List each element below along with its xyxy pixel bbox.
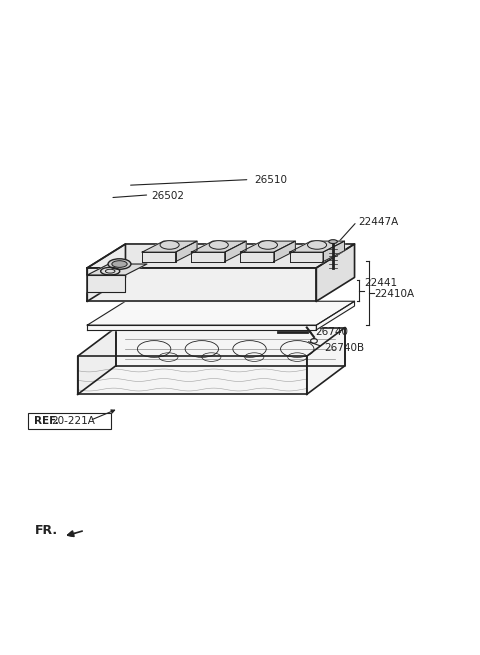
Polygon shape [78, 328, 116, 394]
Text: 20-221A: 20-221A [51, 416, 96, 426]
Polygon shape [87, 301, 355, 325]
Polygon shape [316, 244, 355, 301]
Ellipse shape [258, 240, 277, 250]
Polygon shape [87, 244, 125, 301]
Polygon shape [142, 252, 176, 261]
Text: 26740B: 26740B [324, 343, 364, 352]
Polygon shape [307, 328, 345, 394]
Polygon shape [192, 252, 225, 261]
Polygon shape [323, 241, 345, 261]
Ellipse shape [108, 259, 131, 269]
Text: 22441: 22441 [364, 278, 397, 288]
Polygon shape [87, 268, 316, 301]
Text: 26510: 26510 [254, 175, 288, 185]
Polygon shape [274, 241, 295, 261]
Polygon shape [316, 301, 355, 330]
Polygon shape [87, 264, 147, 275]
Text: 22410A: 22410A [374, 289, 415, 299]
Polygon shape [87, 244, 355, 268]
Polygon shape [240, 252, 274, 261]
Ellipse shape [329, 240, 337, 244]
Polygon shape [176, 241, 197, 261]
Ellipse shape [308, 240, 326, 250]
Polygon shape [87, 325, 316, 330]
Ellipse shape [209, 240, 228, 250]
Text: 26502: 26502 [152, 191, 185, 201]
Text: 22447A: 22447A [359, 217, 398, 227]
Polygon shape [87, 275, 125, 291]
Text: REF.: REF. [34, 416, 59, 426]
Polygon shape [289, 241, 345, 252]
Text: 26740: 26740 [315, 328, 348, 337]
Polygon shape [240, 241, 295, 252]
Polygon shape [142, 241, 197, 252]
Polygon shape [78, 356, 307, 394]
Polygon shape [225, 241, 246, 261]
Polygon shape [192, 241, 246, 252]
Text: FR.: FR. [35, 524, 58, 537]
Polygon shape [289, 252, 323, 261]
Polygon shape [116, 328, 345, 365]
Ellipse shape [112, 261, 127, 267]
Ellipse shape [160, 240, 179, 250]
